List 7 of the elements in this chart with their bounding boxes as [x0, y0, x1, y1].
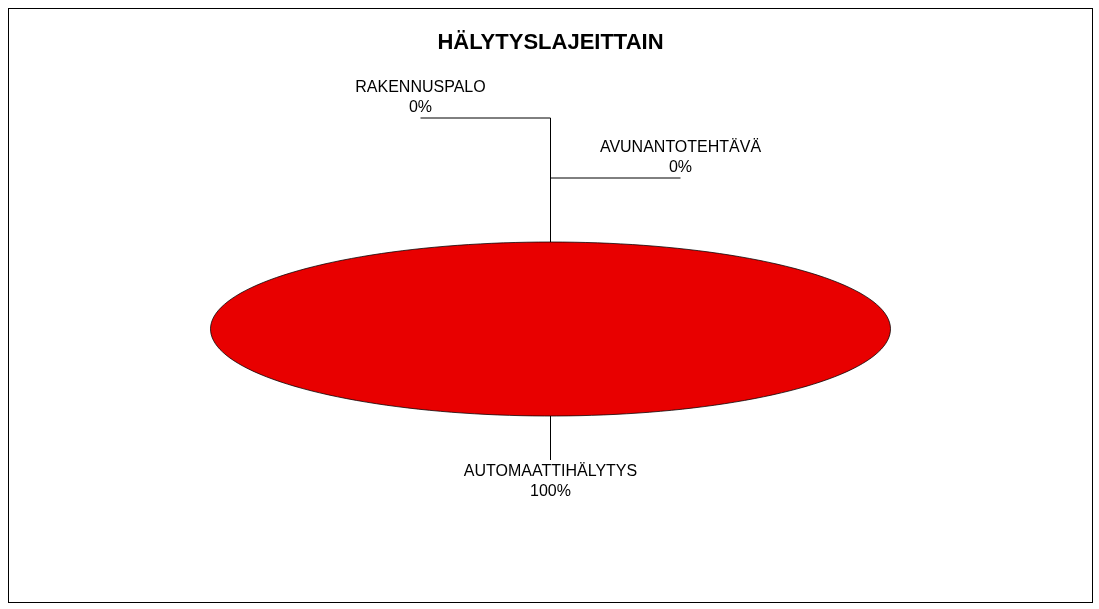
category-label: RAKENNUSPALO	[355, 78, 486, 95]
category-label: AVUNANTOTEHTÄVÄ	[599, 138, 762, 155]
slice-label: AUTOMAATTIHÄLYTYS	[463, 462, 638, 479]
text: 0%	[668, 158, 693, 175]
data-label: 100%	[530, 482, 571, 499]
text: 0%	[408, 98, 433, 115]
chart-title: HÄLYTYSLAJEITTAIN	[437, 29, 664, 54]
